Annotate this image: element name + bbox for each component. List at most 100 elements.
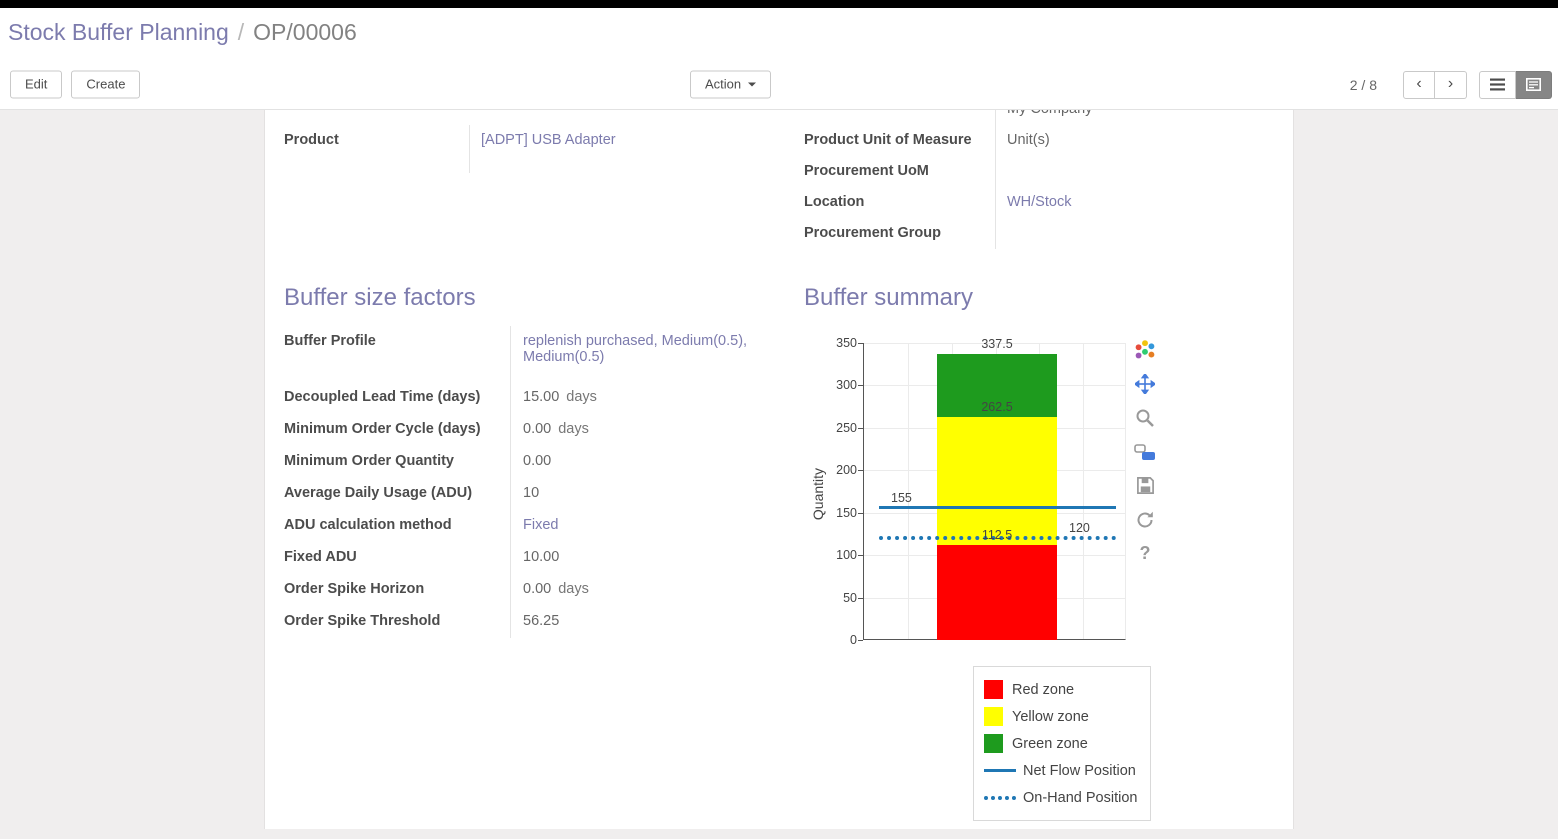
yellow-zone-swatch-icon bbox=[984, 707, 1003, 726]
buffer-factors-table: Buffer Profile replenish purchased, Medi… bbox=[284, 326, 804, 638]
y-tick-mark bbox=[858, 470, 863, 472]
net-flow-line-swatch-icon bbox=[984, 769, 1016, 772]
legend-label: Net Flow Position bbox=[1023, 762, 1136, 779]
content-area: Product [ADPT] USB Adapter My Company Pr… bbox=[0, 110, 1558, 839]
control-panel: Edit Create Action 2 / 8 ‹ › bbox=[0, 60, 1558, 110]
list-icon bbox=[1490, 78, 1505, 91]
y-tick-mark bbox=[858, 512, 863, 514]
legend-item-net-flow-position[interactable]: Net Flow Position bbox=[984, 757, 1140, 784]
y-tick-mark bbox=[858, 427, 863, 429]
y-axis-ticks: 0 50 100 150 200 250 300 350 bbox=[813, 336, 863, 647]
y-tick-label: 250 bbox=[836, 420, 857, 435]
form-icon bbox=[1526, 78, 1541, 91]
y-tick-mark bbox=[858, 640, 863, 641]
order-spike-horizon-row: Order Spike Horizon 0.00 days bbox=[284, 574, 804, 606]
order-spike-threshold-row: Order Spike Threshold 56.25 bbox=[284, 606, 804, 638]
edit-button[interactable]: Edit bbox=[10, 70, 63, 99]
order-spike-horizon-label: Order Spike Horizon bbox=[284, 581, 425, 597]
fixed-adu-label: Fixed ADU bbox=[284, 549, 357, 565]
on-hand-line-swatch-icon bbox=[984, 795, 1016, 800]
create-button[interactable]: Create bbox=[71, 70, 141, 99]
action-dropdown-button[interactable]: Action bbox=[690, 70, 772, 99]
location-row: Location WH/Stock bbox=[804, 187, 1274, 218]
pager-previous-button[interactable]: ‹ bbox=[1403, 70, 1435, 99]
product-row: Product [ADPT] USB Adapter bbox=[284, 125, 804, 173]
chart-legend: Red zone Yellow zone Green zone Net bbox=[973, 666, 1151, 821]
legend-item-red-zone[interactable]: Red zone bbox=[984, 676, 1140, 703]
top-menu-bar[interactable] bbox=[0, 0, 1558, 8]
y-tick-mark bbox=[858, 343, 863, 344]
order-spike-threshold-label: Order Spike Threshold bbox=[284, 613, 441, 629]
minimum-order-quantity-value: 0.00 bbox=[523, 453, 552, 469]
product-value-link[interactable]: [ADPT] USB Adapter bbox=[481, 132, 616, 148]
decoupled-lead-time-row: Decoupled Lead Time (days) 15.00 days bbox=[284, 382, 804, 414]
chart-plot[interactable]: 337.5 262.5 155 112.5 120 bbox=[863, 337, 1126, 640]
product-uom-value: Unit(s) bbox=[1007, 132, 1050, 148]
breadcrumb-parent-link[interactable]: Stock Buffer Planning bbox=[8, 19, 229, 45]
form-sheet: Product [ADPT] USB Adapter My Company Pr… bbox=[264, 110, 1294, 829]
buffer-profile-row: Buffer Profile replenish purchased, Medi… bbox=[284, 326, 804, 382]
header-field-group: Product [ADPT] USB Adapter My Company Pr… bbox=[284, 110, 1274, 249]
y-tick-mark bbox=[858, 597, 863, 599]
y-tick-label: 350 bbox=[836, 336, 857, 350]
save-icon[interactable] bbox=[1136, 474, 1155, 497]
adu-calculation-method-value-link[interactable]: Fixed bbox=[523, 517, 559, 533]
on-hand-position-line bbox=[879, 536, 1116, 541]
pager-next-button[interactable]: › bbox=[1435, 70, 1467, 99]
chart-annotation: 262.5 bbox=[981, 400, 1013, 415]
location-value-link[interactable]: WH/Stock bbox=[1007, 194, 1072, 210]
average-daily-usage-label: Average Daily Usage (ADU) bbox=[284, 485, 473, 501]
legend-label: Red zone bbox=[1012, 681, 1075, 698]
y-tick-label: 0 bbox=[850, 633, 857, 647]
order-spike-threshold-value: 56.25 bbox=[523, 613, 560, 629]
chart-annotation: 120 bbox=[1069, 521, 1090, 536]
reset-axes-icon[interactable] bbox=[1135, 508, 1155, 531]
legend-item-green-zone[interactable]: Green zone bbox=[984, 730, 1140, 757]
net-flow-position-line bbox=[879, 506, 1116, 510]
legend-label: On-Hand Position bbox=[1023, 789, 1138, 806]
adu-calculation-method-label: ADU calculation method bbox=[284, 517, 452, 533]
chart-annotation: 155 bbox=[891, 491, 912, 506]
y-tick-mark bbox=[858, 385, 863, 387]
buffer-size-factors-title: Buffer size factors bbox=[284, 284, 476, 311]
plotly-logo-icon[interactable] bbox=[1134, 338, 1156, 361]
legend-item-on-hand-position[interactable]: On-Hand Position bbox=[984, 784, 1140, 811]
red-zone-bar bbox=[937, 544, 1057, 640]
minimum-order-quantity-row: Minimum Order Quantity 0.00 bbox=[284, 446, 804, 478]
company-label bbox=[804, 110, 995, 125]
company-value: My Company bbox=[1007, 110, 1092, 117]
decoupled-lead-time-suffix: days bbox=[566, 389, 597, 405]
yellow-zone-bar bbox=[937, 417, 1057, 545]
red-zone-swatch-icon bbox=[984, 680, 1003, 699]
zoom-icon[interactable] bbox=[1135, 406, 1155, 429]
list-view-button[interactable] bbox=[1479, 70, 1516, 99]
compare-hover-icon[interactable] bbox=[1134, 440, 1156, 463]
adu-calculation-method-row: ADU calculation method Fixed bbox=[284, 510, 804, 542]
y-tick-label: 50 bbox=[843, 590, 857, 605]
location-label: Location bbox=[804, 194, 865, 210]
decoupled-lead-time-value: 15.00 bbox=[523, 389, 560, 405]
caret-down-icon bbox=[748, 82, 757, 87]
y-tick-label: 200 bbox=[836, 463, 857, 478]
pager-buttons: ‹ › bbox=[1403, 70, 1467, 99]
buffer-profile-value-link[interactable]: replenish purchased, Medium(0.5), Medium… bbox=[523, 333, 748, 365]
y-tick-label: 100 bbox=[836, 548, 857, 563]
procurement-group-row: Procurement Group bbox=[804, 218, 1274, 249]
average-daily-usage-row: Average Daily Usage (ADU) 10 bbox=[284, 478, 804, 510]
order-spike-horizon-value: 0.00 bbox=[523, 581, 552, 597]
view-switcher bbox=[1479, 70, 1552, 99]
minimum-order-cycle-value: 0.00 bbox=[523, 421, 552, 437]
action-label: Action bbox=[705, 76, 742, 92]
breadcrumb-current: OP/00006 bbox=[253, 19, 357, 45]
product-uom-label: Product Unit of Measure bbox=[804, 132, 972, 148]
breadcrumb-separator: / bbox=[237, 19, 245, 45]
pan-icon[interactable] bbox=[1135, 372, 1155, 395]
help-icon[interactable]: ? bbox=[1139, 543, 1151, 563]
form-view-button[interactable] bbox=[1516, 70, 1552, 99]
legend-item-yellow-zone[interactable]: Yellow zone bbox=[984, 703, 1140, 730]
buffer-summary-title: Buffer summary bbox=[804, 284, 973, 311]
green-zone-swatch-icon bbox=[984, 734, 1003, 753]
y-tick-label: 300 bbox=[836, 378, 857, 393]
minimum-order-cycle-suffix: days bbox=[558, 421, 589, 437]
average-daily-usage-value: 10 bbox=[523, 485, 540, 501]
